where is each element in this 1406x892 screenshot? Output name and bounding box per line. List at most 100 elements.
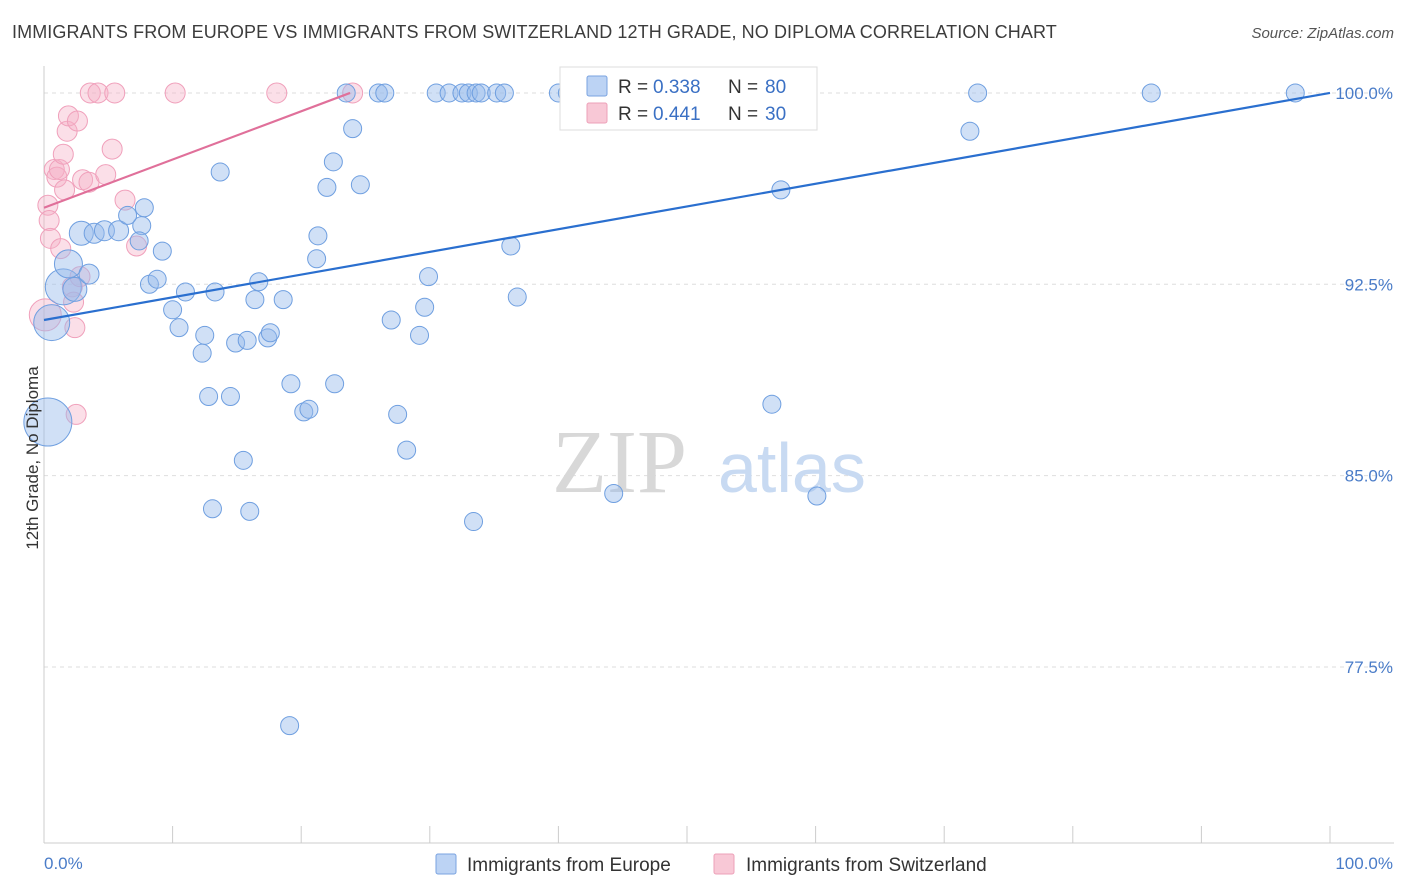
europe-point [152, 241, 172, 261]
legend-r-label: R = [618, 104, 648, 125]
europe-point [350, 175, 370, 195]
europe-point [175, 282, 195, 302]
europe-point [226, 333, 246, 353]
europe-point [368, 83, 388, 103]
legend-r-value-europe: 0.338 [653, 77, 701, 98]
europe-point [210, 162, 230, 182]
y-tick-label: 92.5% [1345, 275, 1393, 294]
legend-box: R = 0.338 N = 80 R = 0.441 N = 30 [559, 66, 818, 131]
legend-swatch-europe [586, 75, 608, 97]
bottom-legend-europe: Immigrants from Europe [467, 855, 671, 876]
europe-point [33, 304, 71, 342]
europe-point [237, 330, 257, 350]
europe-point [325, 374, 345, 394]
legend-n-value-europe: 80 [765, 77, 786, 98]
europe-point [202, 499, 222, 519]
europe-point [1141, 83, 1161, 103]
europe-point [464, 512, 484, 532]
series-switzerland-points [28, 82, 364, 425]
europe-point [169, 318, 189, 338]
switzerland-point [65, 403, 87, 425]
europe-point [968, 83, 988, 103]
europe-point [23, 397, 73, 447]
europe-point [317, 177, 337, 197]
europe-point [233, 450, 253, 470]
europe-point [108, 220, 130, 242]
bottom-swatch-switzerland [713, 853, 735, 875]
europe-point [960, 121, 980, 141]
bottom-swatch-europe [435, 853, 457, 875]
europe-point [147, 269, 167, 289]
europe-point [415, 297, 435, 317]
bottom-legend-switzerland: Immigrants from Switzerland [746, 855, 987, 876]
switzerland-point [52, 143, 74, 165]
europe-point [62, 276, 88, 302]
europe-point [381, 310, 401, 330]
europe-point [807, 486, 827, 506]
chart-title: IMMIGRANTS FROM EUROPE VS IMMIGRANTS FRO… [12, 22, 1057, 42]
europe-point [471, 83, 491, 103]
legend-r-value-switzerland: 0.441 [653, 104, 701, 125]
europe-point [118, 205, 138, 225]
europe-point [220, 387, 240, 407]
switzerland-point [104, 82, 126, 104]
legend-r-label: R = [618, 77, 648, 98]
trend-lines [43, 91, 1331, 322]
europe-point [134, 198, 154, 218]
y-tick-label: 100.0% [1335, 84, 1393, 103]
switzerland-point [79, 82, 101, 104]
europe-point [343, 119, 363, 139]
series-europe-points [23, 83, 1305, 736]
source-credit: Source: ZipAtlas.com [1251, 25, 1394, 42]
europe-point [410, 325, 430, 345]
europe-point [375, 83, 395, 103]
europe-point [240, 501, 260, 521]
switzerland-point [101, 138, 123, 160]
europe-point [281, 374, 301, 394]
y-tick-label: 77.5% [1345, 658, 1393, 677]
europe-point [129, 231, 149, 251]
europe-point [260, 323, 280, 343]
switzerland-point [50, 238, 72, 260]
europe-point [258, 328, 278, 348]
europe-point [336, 83, 356, 103]
switzerland-point [114, 189, 136, 211]
switzerland-point [38, 210, 60, 232]
y-tick-labels: 77.5% 85.0% 92.5% 100.0% [1335, 84, 1393, 677]
europe-point [299, 399, 319, 419]
gridlines [44, 92, 1394, 668]
switzerland-point [266, 82, 288, 104]
legend-swatch-switzerland [586, 102, 608, 124]
europe-point [466, 83, 486, 103]
europe-point [323, 152, 343, 172]
x-tick-label: 100.0% [1335, 854, 1393, 873]
europe-point [487, 83, 507, 103]
legend-n-label: N = [728, 77, 758, 98]
europe-point [762, 394, 782, 414]
legend-n-value-switzerland: 30 [765, 104, 786, 125]
europe-point [78, 263, 100, 285]
europe-point [307, 249, 327, 269]
y-axis-label: 12th Grade, No Diploma [23, 366, 42, 550]
switzerland-point [66, 110, 88, 132]
europe-point [83, 222, 105, 244]
europe-point [452, 83, 472, 103]
europe-point [604, 483, 624, 503]
europe-point [245, 290, 265, 310]
europe-point [53, 249, 83, 279]
europe-point [273, 290, 293, 310]
switzerland-point [46, 166, 68, 188]
europe-point [308, 226, 328, 246]
trend-line-europe [43, 91, 1331, 322]
switzerland-point [69, 266, 91, 288]
switzerland-point [164, 82, 186, 104]
watermark-atlas: atlas [718, 429, 866, 507]
switzerland-point [342, 82, 364, 104]
bottom-legend: Immigrants from Europe Immigrants from S… [435, 853, 987, 876]
europe-point [192, 343, 212, 363]
europe-point [68, 220, 94, 246]
europe-point [419, 267, 439, 287]
europe-point [294, 402, 314, 422]
europe-point [507, 287, 527, 307]
